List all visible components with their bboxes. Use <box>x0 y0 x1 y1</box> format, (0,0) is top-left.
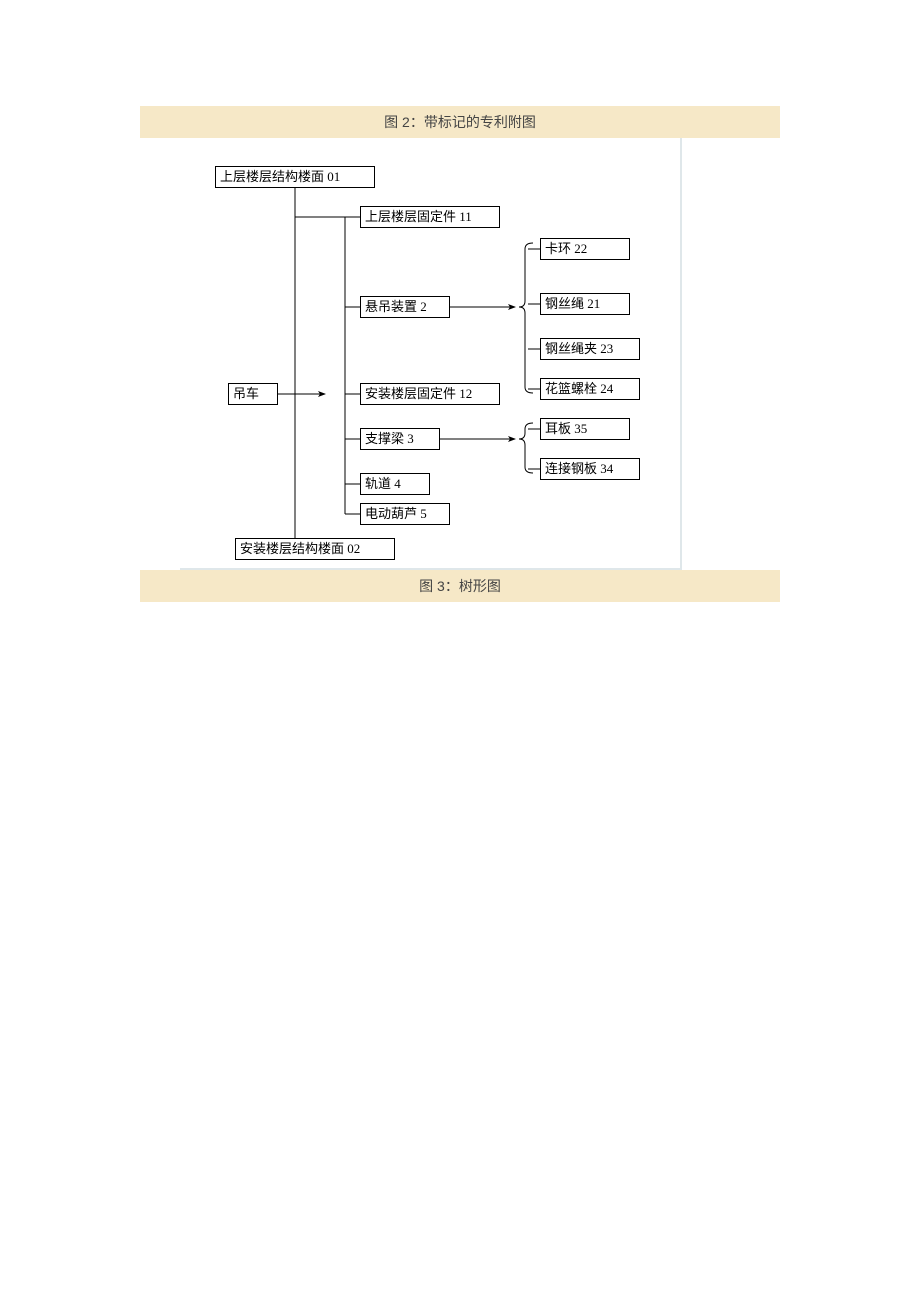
tree-diagram: 上层楼层结构楼面 01 上层楼层固定件 11 悬吊装置 2 吊车 安装楼层固定件 12 支… <box>180 138 682 570</box>
tree-node: 轨道 4 <box>360 473 430 495</box>
tree-node: 卡环 22 <box>540 238 630 260</box>
tree-node: 吊车 <box>228 383 278 405</box>
tree-node: 连接钢板 34 <box>540 458 640 480</box>
tree-node: 安装楼层固定件 12 <box>360 383 500 405</box>
tree-node: 安装楼层结构楼面 02 <box>235 538 395 560</box>
tree-node: 悬吊装置 2 <box>360 296 450 318</box>
tree-node: 电动葫芦 5 <box>360 503 450 525</box>
caption-fig3: 图 3：树形图 <box>140 570 780 602</box>
tree-node: 上层楼层固定件 11 <box>360 206 500 228</box>
tree-node: 耳板 35 <box>540 418 630 440</box>
tree-node: 钢丝绳 21 <box>540 293 630 315</box>
page: 图 2：带标记的专利附图 上层楼层结构楼面 01 上层楼层固定件 11 悬吊装置 2… <box>0 0 920 1302</box>
tree-node: 花篮螺栓 24 <box>540 378 640 400</box>
tree-node: 上层楼层结构楼面 01 <box>215 166 375 188</box>
tree-node: 钢丝绳夹 23 <box>540 338 640 360</box>
tree-diagram-wrap: 上层楼层结构楼面 01 上层楼层固定件 11 悬吊装置 2 吊车 安装楼层固定件 12 支… <box>140 138 780 570</box>
tree-node: 支撑梁 3 <box>360 428 440 450</box>
caption-fig2: 图 2：带标记的专利附图 <box>140 106 780 138</box>
